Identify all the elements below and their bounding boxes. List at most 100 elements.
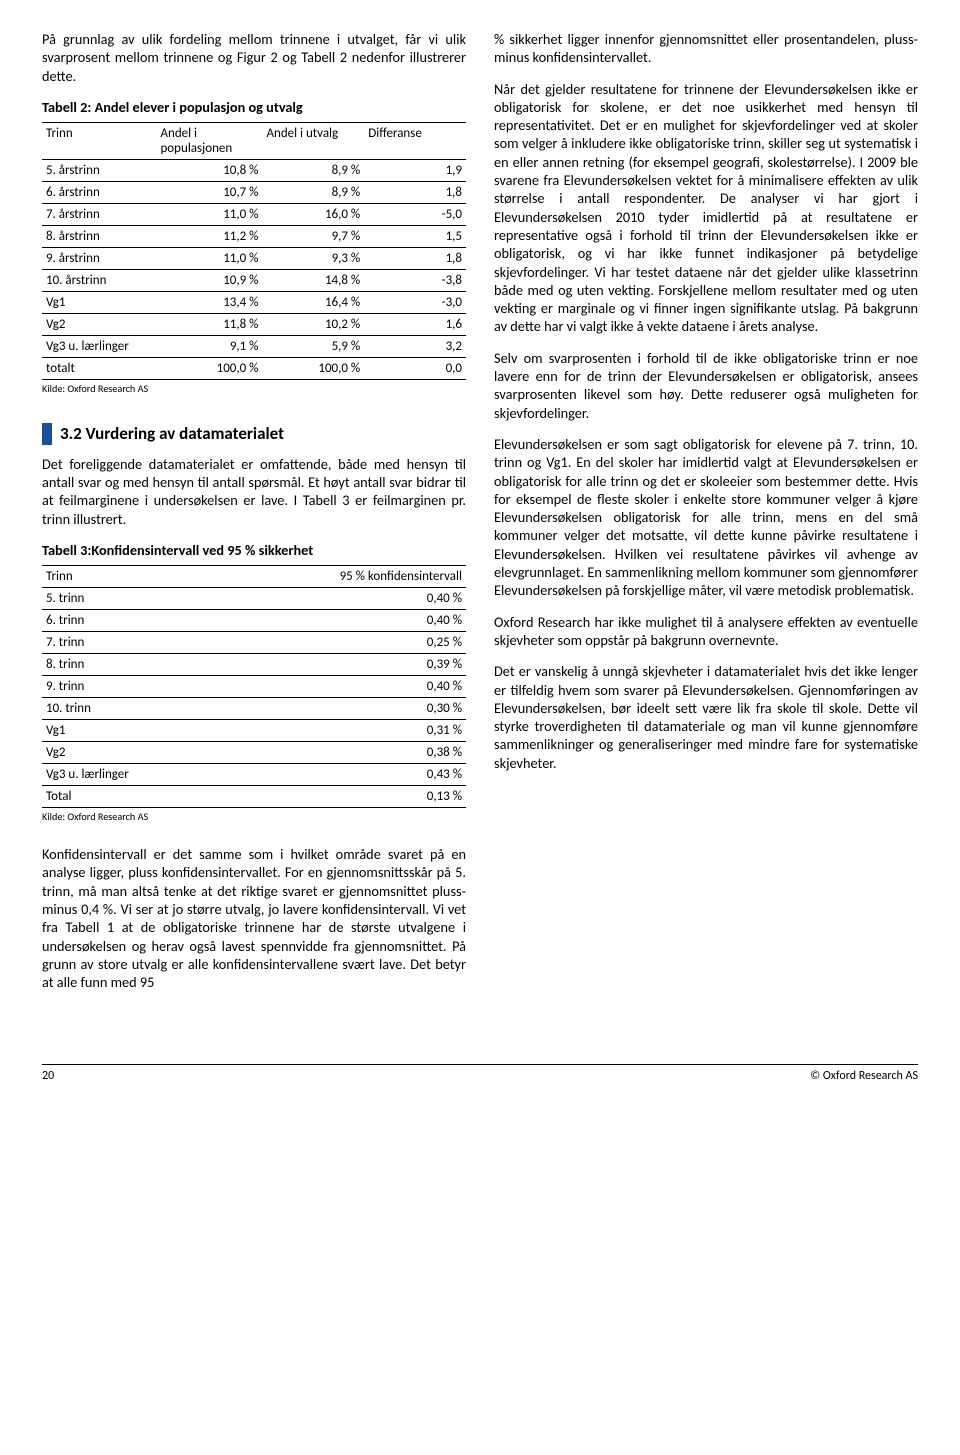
table-cell: 10. årstrinn [42,269,156,291]
table-cell: 6. trinn [42,610,216,632]
table-row: 6. trinn0,40 % [42,610,466,632]
table2-header-row: Trinn Andel i populasjonen Andel i utval… [42,122,466,159]
table3-h0: Trinn [42,566,216,588]
table-cell: 9,7 % [262,225,364,247]
table-cell: 1,8 [364,247,466,269]
section-heading: 3.2 Vurdering av datamaterialet [42,423,466,445]
table-row: 6. årstrinn10,7 %8,9 %1,8 [42,181,466,203]
table-row: 9. årstrinn11,0 %9,3 %1,8 [42,247,466,269]
right-p3: Selv om svarprosenten i forhold til de i… [494,349,918,422]
footer-credit: © Oxford Research AS [810,1069,918,1083]
table-cell: 1,5 [364,225,466,247]
table2-h1: Andel i populasjonen [156,122,262,159]
left-column: På grunnlag av ulik fordeling mellom tri… [42,30,466,1004]
table-cell: -3,0 [364,291,466,313]
table-row: totalt100,0 %100,0 %0,0 [42,357,466,379]
table3-source: Kilde: Oxford Research AS [42,810,466,823]
right-p2: Når det gjelder resultatene for trinnene… [494,80,918,336]
table-row: 5. trinn0,40 % [42,588,466,610]
table-cell: 11,0 % [156,203,262,225]
table-row: 8. årstrinn11,2 %9,7 %1,5 [42,225,466,247]
table-cell: 0,38 % [216,742,466,764]
table-row: 10. trinn0,30 % [42,698,466,720]
table-cell: 9. årstrinn [42,247,156,269]
table-cell: Vg1 [42,720,216,742]
table-cell: 1,6 [364,313,466,335]
table-cell: 100,0 % [262,357,364,379]
table-cell: Vg2 [42,313,156,335]
table-cell: 0,39 % [216,654,466,676]
table-row: Vg10,31 % [42,720,466,742]
table-cell: 1,9 [364,159,466,181]
table-cell: 0,13 % [216,786,466,808]
right-column: % sikkerhet ligger innenfor gjennomsnitt… [494,30,918,1004]
table-cell: 0,0 [364,357,466,379]
page-footer: 20 © Oxford Research AS [42,1064,918,1083]
table-cell: 11,2 % [156,225,262,247]
table-cell: totalt [42,357,156,379]
closing-paragraph-left: Konfidensintervall er det samme som i hv… [42,845,466,991]
table-cell: 11,0 % [156,247,262,269]
table-cell: 6. årstrinn [42,181,156,203]
section-title: 3.2 Vurdering av datamaterialet [60,423,284,444]
table-cell: 13,4 % [156,291,262,313]
table-row: 5. årstrinn10,8 %8,9 %1,9 [42,159,466,181]
table-cell: 0,40 % [216,676,466,698]
table-cell: 7. årstrinn [42,203,156,225]
table-cell: 5. trinn [42,588,216,610]
table2-h0: Trinn [42,122,156,159]
table3: Trinn 95 % konfidensintervall 5. trinn0,… [42,565,466,808]
page-columns: På grunnlag av ulik fordeling mellom tri… [42,30,918,1004]
table-cell: 0,40 % [216,610,466,632]
table-cell: 10,9 % [156,269,262,291]
table-row: 9. trinn0,40 % [42,676,466,698]
table-row: Vg3 u. lærlinger9,1 %5,9 %3,2 [42,335,466,357]
table-cell: 9. trinn [42,676,216,698]
table-row: 8. trinn0,39 % [42,654,466,676]
table-cell: 0,25 % [216,632,466,654]
table-row: Vg211,8 %10,2 %1,6 [42,313,466,335]
table-row: 7. årstrinn11,0 %16,0 %-5,0 [42,203,466,225]
table-cell: 16,0 % [262,203,364,225]
table-row: 10. årstrinn10,9 %14,8 %-3,8 [42,269,466,291]
table-cell: 0,40 % [216,588,466,610]
right-p4: Elevundersøkelsen er som sagt obligatori… [494,435,918,600]
table-cell: Vg1 [42,291,156,313]
right-p6: Det er vanskelig å unngå skjevheter i da… [494,662,918,772]
table2-source: Kilde: Oxford Research AS [42,382,466,395]
table2-h3: Differanse [364,122,466,159]
table-cell: 9,3 % [262,247,364,269]
table-cell: 0,31 % [216,720,466,742]
table-cell: 14,8 % [262,269,364,291]
section-paragraph: Det foreliggende datamaterialet er omfat… [42,455,466,528]
table2: Trinn Andel i populasjonen Andel i utval… [42,122,466,380]
table-row: Vg113,4 %16,4 %-3,0 [42,291,466,313]
table-cell: 8,9 % [262,159,364,181]
table2-title: Tabell 2: Andel elever i populasjon og u… [42,98,466,116]
table-cell: 8. trinn [42,654,216,676]
table-cell: Total [42,786,216,808]
table-cell: 5. årstrinn [42,159,156,181]
table-cell: 0,43 % [216,764,466,786]
table-cell: 0,30 % [216,698,466,720]
table-cell: Vg2 [42,742,216,764]
table-cell: 10. trinn [42,698,216,720]
intro-paragraph: På grunnlag av ulik fordeling mellom tri… [42,30,466,85]
table-row: Total0,13 % [42,786,466,808]
table-row: Vg20,38 % [42,742,466,764]
table-cell: 5,9 % [262,335,364,357]
page-number: 20 [42,1069,54,1083]
table-row: Vg3 u. lærlinger0,43 % [42,764,466,786]
right-p1: % sikkerhet ligger innenfor gjennomsnitt… [494,30,918,67]
table-cell: 100,0 % [156,357,262,379]
table-cell: 10,7 % [156,181,262,203]
table-cell: 11,8 % [156,313,262,335]
table-cell: -3,8 [364,269,466,291]
table-cell: 16,4 % [262,291,364,313]
table-cell: 8,9 % [262,181,364,203]
table-cell: Vg3 u. lærlinger [42,764,216,786]
table3-h1: 95 % konfidensintervall [216,566,466,588]
table-cell: 10,8 % [156,159,262,181]
table3-title: Tabell 3:Konfidensintervall ved 95 % sik… [42,541,466,559]
table-cell: 1,8 [364,181,466,203]
